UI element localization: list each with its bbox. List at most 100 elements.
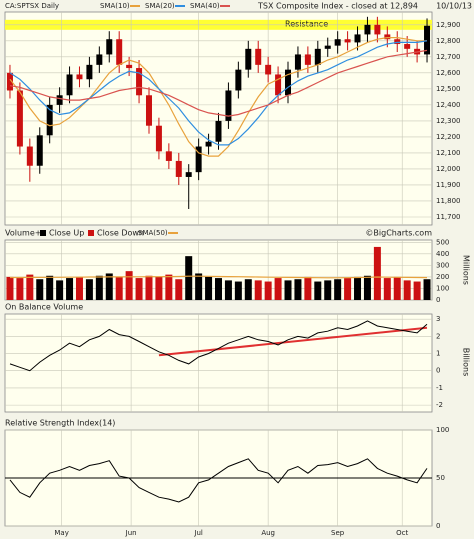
candle-body (384, 34, 391, 40)
sma-line (9, 37, 427, 157)
candle-body (354, 34, 361, 43)
volume-bar (354, 276, 362, 300)
volume-bar (244, 279, 252, 300)
candle-body (205, 141, 212, 147)
y-tick-label: 100 (436, 284, 449, 292)
y-tick-label: 0 (436, 367, 440, 375)
candle-body (255, 48, 262, 65)
x-tick-label: Sep (331, 529, 345, 537)
candle-body (6, 72, 13, 91)
y-tick-label: 0 (436, 296, 440, 304)
volume-bar (304, 276, 312, 300)
volume-bar (46, 275, 54, 300)
y-tick-label: 12,900 (436, 21, 461, 29)
sma-line (9, 40, 428, 146)
candle-body (185, 172, 192, 177)
volume-bar (224, 280, 232, 300)
volume-bar (185, 256, 193, 300)
candle-body (394, 39, 401, 45)
volume-bar (26, 274, 34, 300)
x-tick-label: Jul (193, 529, 203, 537)
volume-bar (413, 281, 421, 300)
y-tick-label: 12,300 (436, 117, 461, 125)
y-tick-label: 300 (436, 261, 449, 269)
trendline (158, 326, 428, 357)
candle-body (26, 146, 33, 166)
candle-body (304, 54, 311, 65)
volume-bar (383, 278, 391, 300)
y-tick-label: 2 (436, 332, 440, 340)
volume-bar (234, 281, 242, 300)
volume-bar (56, 280, 64, 300)
volume-title: Volume+ (5, 229, 41, 238)
candle-body (155, 125, 162, 152)
axis-label: Millions (462, 255, 471, 285)
y-tick-label: 12,800 (436, 37, 461, 45)
legend-label: SMA(20) (145, 2, 175, 10)
candle-body (215, 120, 222, 142)
chart-title: TSX Composite Index - closed at 12,894 (257, 2, 418, 11)
volume-bar (205, 276, 213, 300)
down-label: Close Down (97, 229, 144, 238)
volume-bar (195, 273, 203, 300)
y-tick-label: 11,700 (436, 213, 461, 221)
volume-bar (264, 281, 272, 300)
y-tick-label: 12,600 (436, 69, 461, 77)
date: 10/10/13 (436, 2, 472, 11)
candle-body (374, 24, 381, 35)
candle-body (96, 54, 103, 65)
up-swatch (40, 230, 46, 236)
y-tick-label: 200 (436, 273, 449, 281)
axis-label: Billions (462, 348, 471, 377)
legend-label: SMA(40) (190, 2, 220, 10)
volume-bar (85, 279, 93, 300)
candle-body (36, 135, 43, 166)
y-tick-label: 11,800 (436, 197, 461, 205)
candle-body (404, 44, 411, 49)
volume-bar (423, 279, 431, 300)
x-tick-label: Oct (396, 529, 408, 537)
candle-body (424, 25, 431, 55)
candle-body (314, 48, 321, 65)
candle-body (275, 74, 282, 96)
volume-bar (284, 280, 292, 300)
volume-bar (254, 280, 262, 300)
candle-body (235, 69, 242, 91)
y-tick-label: 1 (436, 350, 440, 358)
symbol-label: CA:SPTSX Daily (5, 2, 59, 10)
volume-bar (75, 276, 83, 300)
volume-bar (344, 278, 352, 300)
volume-bar (125, 271, 133, 300)
volume-bar (95, 275, 103, 300)
volume-bar (215, 278, 222, 300)
y-tick-label: -1 (436, 384, 443, 392)
candle-body (116, 39, 123, 65)
volume-bar (393, 276, 401, 300)
volume-bar (363, 275, 371, 300)
y-tick-label: 400 (436, 250, 449, 258)
candle-body (344, 39, 351, 43)
volume-bar (324, 280, 332, 300)
legend-label: SMA(10) (100, 2, 130, 10)
y-tick-label: 12,700 (436, 53, 461, 61)
volume-bar (165, 274, 173, 300)
legend-label: SMA(50) (138, 229, 168, 237)
y-tick-label: 50 (436, 474, 445, 482)
volume-bar (115, 276, 123, 300)
candle-body (56, 95, 63, 105)
x-tick-label: Jun (125, 529, 137, 537)
candle-body (136, 68, 143, 96)
y-tick-label: -2 (436, 401, 443, 409)
volume-bar (274, 278, 282, 300)
candle-body (265, 64, 272, 75)
candle-body (145, 95, 152, 126)
y-tick-label: 12,000 (436, 165, 461, 173)
volume-bar (66, 278, 74, 300)
candle-body (364, 24, 371, 35)
y-tick-label: 12,200 (436, 133, 461, 141)
candle-body (66, 74, 73, 96)
volume-bar (16, 278, 24, 300)
line (9, 320, 428, 372)
candle-body (165, 151, 172, 161)
x-tick-label: May (54, 529, 68, 537)
